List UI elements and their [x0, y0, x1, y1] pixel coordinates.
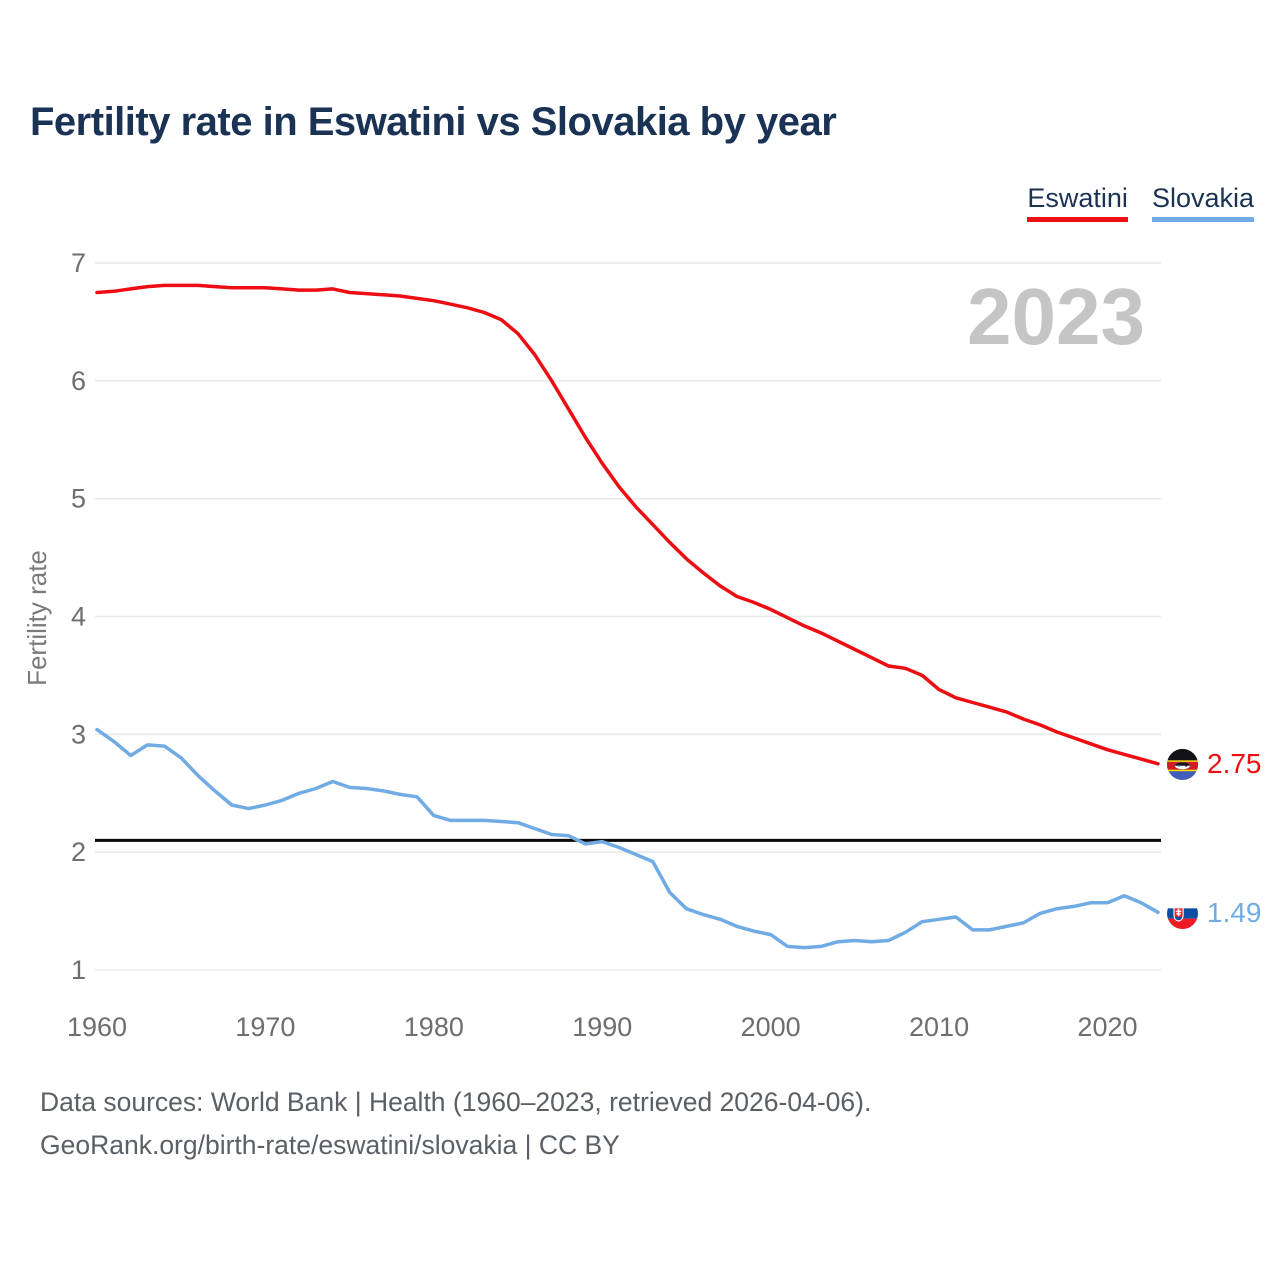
end-value-eswatini: 2.75 — [1207, 748, 1262, 779]
x-tick-label: 1980 — [404, 1012, 464, 1042]
footer-sources: Data sources: World Bank | Health (1960–… — [40, 1087, 872, 1117]
legend-item-slovakia[interactable]: Slovakia — [1151, 183, 1254, 222]
y-tick-label: 7 — [71, 248, 86, 278]
series-line-eswatini — [95, 283, 1160, 766]
x-tick-label: 2000 — [741, 1012, 801, 1042]
watermark-year: 2023 — [967, 272, 1145, 361]
eswatini-flag-icon — [1167, 748, 1198, 780]
page-title: Fertility rate in Eswatini vs Slovakia b… — [30, 100, 837, 144]
legend-item-eswatini[interactable]: Eswatini — [1027, 183, 1128, 222]
y-tick-label: 3 — [71, 719, 86, 749]
x-tick-label: 2020 — [1077, 1012, 1137, 1042]
x-tick-label: 1990 — [572, 1012, 632, 1042]
slovakia-flag-icon — [1167, 897, 1198, 929]
legend: Eswatini Slovakia — [1027, 183, 1254, 222]
y-tick-label: 2 — [71, 837, 86, 867]
y-tick-label: 5 — [71, 484, 86, 514]
series-line-slovakia — [95, 727, 1160, 950]
y-axis-title: Fertility rate — [22, 550, 52, 686]
x-tick-label: 1970 — [235, 1012, 295, 1042]
footer: Data sources: World Bank | Health (1960–… — [40, 1081, 871, 1167]
end-value-slovakia: 1.49 — [1207, 897, 1262, 928]
x-tick-label: 2010 — [909, 1012, 969, 1042]
end-label-slovakia: 1.49 — [1167, 897, 1262, 929]
y-tick-label: 1 — [71, 955, 86, 985]
end-label-eswatini: 2.75 — [1167, 748, 1262, 780]
y-tick-label: 4 — [71, 602, 86, 632]
y-tick-label: 6 — [71, 366, 86, 396]
footer-attribution: GeoRank.org/birth-rate/eswatini/slovakia… — [40, 1129, 620, 1160]
x-tick-label: 1960 — [67, 1012, 127, 1042]
